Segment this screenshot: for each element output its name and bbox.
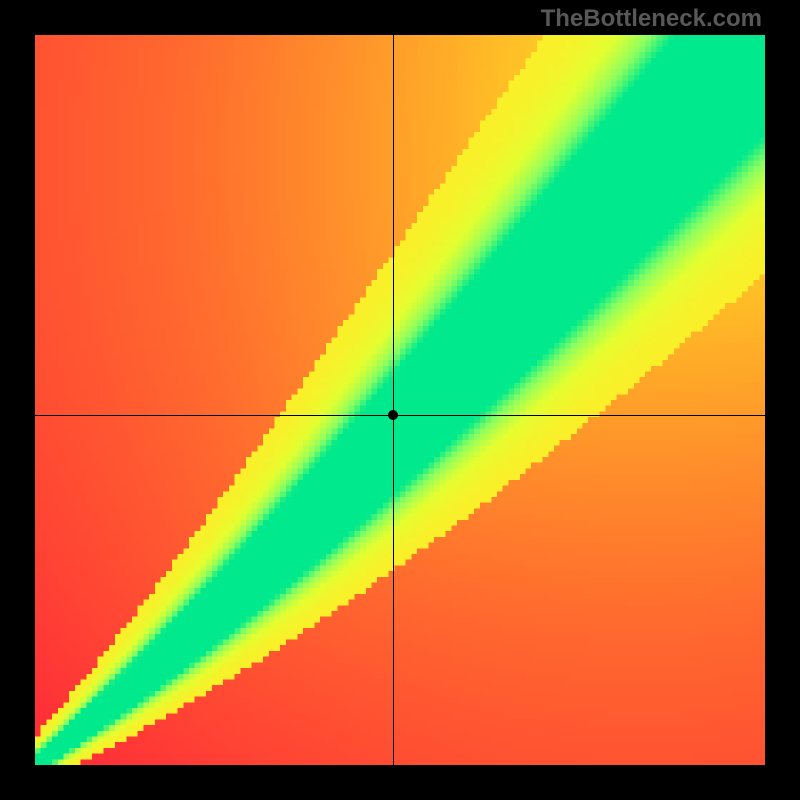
heatmap-canvas <box>35 35 765 765</box>
heatmap-plot <box>35 35 765 765</box>
crosshair-horizontal <box>35 415 765 416</box>
marker-dot <box>388 410 398 420</box>
crosshair-vertical <box>393 35 394 765</box>
watermark-text: TheBottleneck.com <box>541 5 762 33</box>
